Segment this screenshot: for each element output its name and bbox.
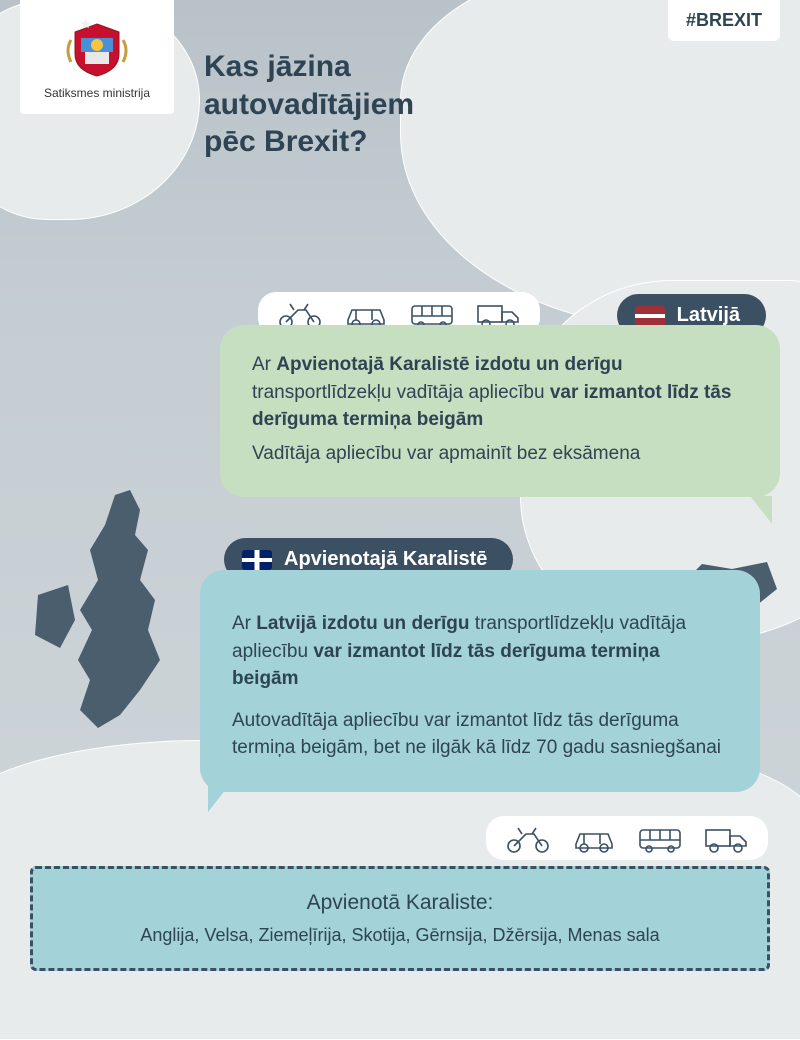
motorcycle-icon	[504, 822, 552, 854]
uk-flag-icon	[242, 550, 272, 570]
bubble-text: Ar Latvijā izdotu un derīgu transportlīd…	[232, 610, 728, 693]
coat-of-arms-icon	[61, 20, 133, 78]
title-line: Kas jāzina	[204, 50, 351, 83]
latvia-info-bubble: Ar Apvienotajā Karalistē izdotu un derīg…	[220, 325, 780, 497]
bubble-tail	[208, 784, 230, 812]
pill-label: Latvijā	[677, 304, 740, 327]
bubble-text: Ar Apvienotajā Karalistē izdotu un derīg…	[252, 351, 748, 434]
title-line: autovadītājiem	[204, 88, 414, 121]
footer-box: Apvienotā Karaliste: Anglija, Velsa, Zie…	[30, 866, 770, 971]
uk-info-bubble: Ar Latvijā izdotu un derīgu transportlīd…	[200, 570, 760, 792]
truck-icon	[702, 822, 750, 854]
bubble-text: Autovadītāja apliecību var izmantot līdz…	[232, 707, 728, 762]
latvia-flag-icon	[635, 306, 665, 326]
footer-list: Anglija, Velsa, Ziemeļīrija, Skotija, Gē…	[53, 925, 747, 946]
ministry-label: Satiksmes ministrija	[44, 86, 150, 100]
pill-label: Apvienotajā Karalistē	[284, 548, 487, 571]
bus-icon	[636, 822, 684, 854]
footer-title: Apvienotā Karaliste:	[53, 891, 747, 915]
title-line: pēc Brexit?	[204, 125, 367, 158]
ministry-badge: Satiksmes ministrija	[20, 0, 174, 114]
bubble-tail	[750, 496, 772, 524]
bubble-text: Vadītāja apliecību var apmainīt bez eksā…	[252, 440, 748, 468]
main-title: Kas jāzina autovadītājiem pēc Brexit?	[204, 48, 414, 161]
hashtag-badge: #BREXIT	[668, 0, 780, 41]
car-icon	[570, 822, 618, 854]
vehicle-icons-bottom	[486, 816, 768, 860]
